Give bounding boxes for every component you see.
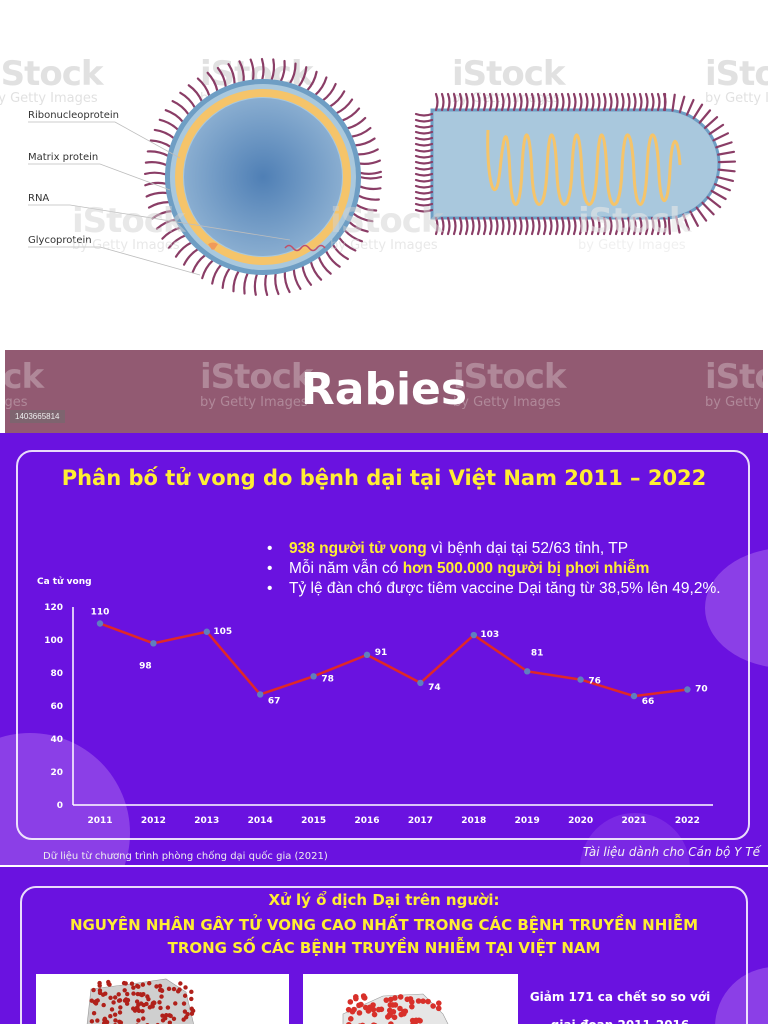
source-note: Dữ liệu từ chương trình phòng chống dại … [43,851,328,862]
data-point [470,631,477,639]
data-label: 74 [428,683,441,693]
y-axis-title: Ca tử vong [37,577,92,587]
slide2-heading-3: TRONG SỐ CÁC BỆNH TRUYỀN NHIỄM TẠI VIỆT … [167,939,601,957]
data-label: 66 [642,697,655,707]
label-rna: RNA [28,193,50,204]
y-tick-label: 40 [50,735,63,745]
label-matrix-protein: Matrix protein [28,152,99,163]
x-tick-label: 2019 [515,816,540,826]
slide2-heading-2: NGUYÊN NHÂN GÂY TỬ VONG CAO NHẤT TRONG C… [69,916,699,934]
data-label: 105 [213,627,232,637]
data-line [99,622,688,698]
data-point [203,628,210,635]
y-tick-label: 0 [57,801,63,811]
x-tick-label: 2011 [87,816,112,826]
virus-diagram [28,57,737,297]
slide2-note-1: Giảm 171 ca chết so so với [529,990,711,1004]
y-tick-label: 20 [50,768,63,778]
bullet-item: Mỗi năm vẫn có hơn 500.000 người bị phơi… [265,559,735,579]
slide-frame [16,450,750,840]
slide-title: Phân bố tử vong do bệnh dại tại Việt Nam… [61,466,707,490]
data-label: 91 [375,648,388,658]
y-tick-label: 120 [44,603,63,613]
x-tick-label: 2017 [408,816,433,826]
data-point [363,651,371,659]
x-tick-label: 2020 [568,816,593,826]
data-label: 103 [480,630,499,640]
data-point [310,673,317,680]
map-2 [342,993,449,1024]
data-point [96,620,104,627]
x-tick-label: 2012 [141,816,166,826]
slide-frame [20,886,748,1024]
map-1 [86,978,196,1024]
label-glycoprotein: Glycoprotein [28,235,92,246]
glycoprotein-spikes [143,57,383,297]
y-tick-label: 100 [44,636,63,646]
banner-title: Rabies [300,364,468,415]
data-label: 76 [588,677,601,687]
image-id: 1403665814 [10,410,65,423]
slide-rabies-deaths: Phân bố tử vong do bệnh dại tại Việt Nam… [0,433,768,865]
bullet-list: 938 người tử vong vì bệnh dại tại 52/63 … [265,539,735,599]
data-point [684,686,691,693]
map-card-1 [36,974,289,1024]
map-card-2 [303,974,518,1024]
data-point [577,676,584,683]
bullet-item: 938 người tử vong vì bệnh dại tại 52/63 … [265,539,735,559]
data-label: 78 [321,674,334,684]
slide2-note-2: giai đoạn 2011-2016 [520,1011,720,1024]
x-tick-label: 2018 [461,816,486,826]
x-tick-label: 2015 [301,816,326,826]
line-chart: 0 20 40 60 80 100 120 2011 2012 2013 2014 2015 2016 2… [44,603,713,826]
data-point [150,640,157,647]
data-label: 110 [91,608,110,618]
data-label: 81 [531,648,544,658]
footer-note: Tài liệu dành cho Cán bộ Y Tế [582,845,760,859]
data-label: 70 [695,685,708,695]
label-ribonucleoprotein: Ribonucleoprotein [28,110,119,121]
x-tick-label: 2014 [248,816,273,826]
slide-outbreak-handling: Xử lý ổ dịch Dại trên người: NGUYÊN NHÂN… [0,867,768,1024]
x-tick-label: 2016 [354,816,379,826]
data-point [417,679,424,687]
slide2-heading-1: Xử lý ổ dịch Dại trên người: [268,891,500,909]
bullet-item: Tỷ lệ đàn chó được tiêm vaccine Dại tăng… [265,579,735,599]
y-tick-label: 60 [50,702,63,712]
x-tick-label: 2022 [675,816,700,826]
x-tick-label: 2021 [621,816,646,826]
data-label: 98 [139,661,152,671]
y-tick-label: 80 [50,669,63,679]
watermark: ockImages [5,357,44,410]
data-point [524,668,531,675]
data-point [257,691,264,698]
x-tick-label: 2013 [194,816,219,826]
data-point [630,692,638,700]
data-label: 67 [268,696,281,706]
